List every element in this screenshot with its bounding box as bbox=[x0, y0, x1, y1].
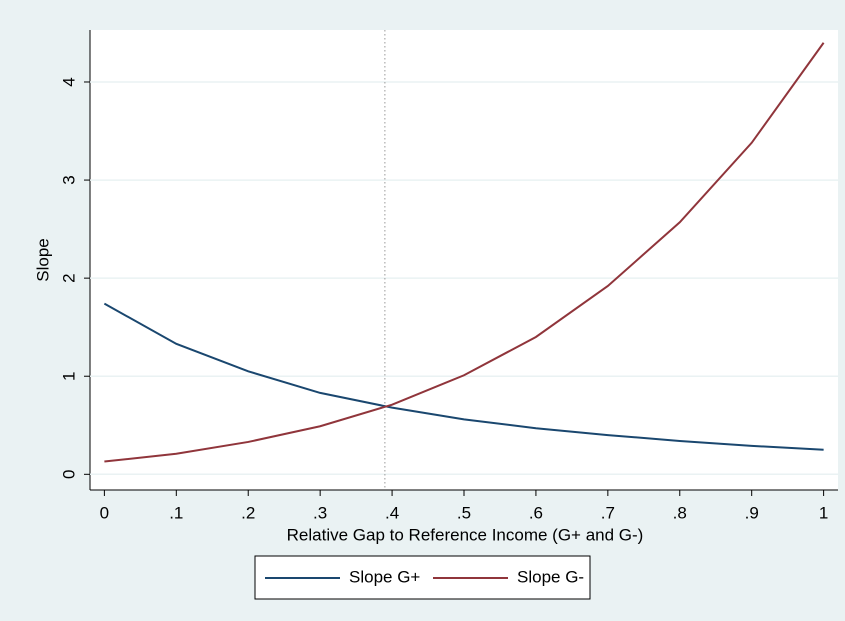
y-tick-label: 4 bbox=[59, 77, 78, 86]
x-tick-label: .2 bbox=[241, 503, 255, 522]
x-tick-label: .5 bbox=[457, 503, 471, 522]
x-tick-label: .4 bbox=[385, 503, 399, 522]
x-tick-label: .6 bbox=[529, 503, 543, 522]
x-axis-label: Relative Gap to Reference Income (G+ and… bbox=[287, 525, 644, 544]
y-tick-label: 3 bbox=[59, 175, 78, 184]
legend-label: Slope G- bbox=[517, 567, 584, 586]
x-tick-label: .8 bbox=[673, 503, 687, 522]
series-line bbox=[104, 42, 825, 463]
y-tick-label: 1 bbox=[59, 371, 78, 380]
x-tick-label: .1 bbox=[169, 503, 183, 522]
x-tick-label: 1 bbox=[819, 503, 828, 522]
y-tick-label: 2 bbox=[59, 273, 78, 282]
x-tick-label: .3 bbox=[313, 503, 327, 522]
x-tick-label: .9 bbox=[745, 503, 759, 522]
x-tick-label: 0 bbox=[100, 503, 109, 522]
legend-label: Slope G+ bbox=[349, 567, 420, 586]
x-tick-label: .7 bbox=[601, 503, 615, 522]
y-tick-label: 0 bbox=[59, 470, 78, 479]
plot-region bbox=[90, 30, 838, 490]
y-axis-label: Slope bbox=[33, 238, 52, 281]
series-line bbox=[103, 302, 824, 451]
